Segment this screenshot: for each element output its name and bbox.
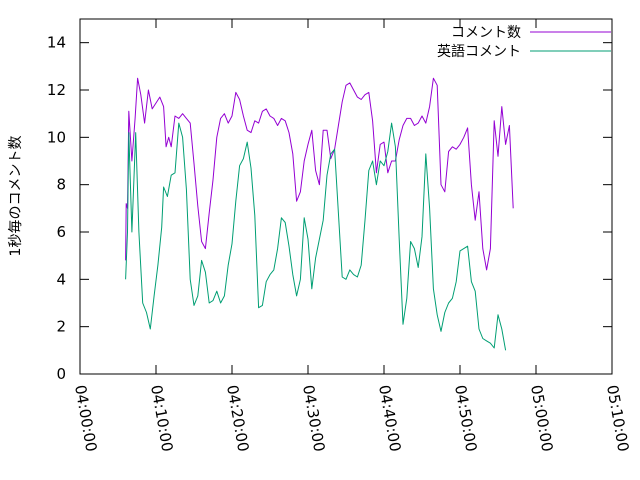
- y-tick-label: 12: [47, 81, 66, 99]
- y-axis-label: 1秒毎のコメント数: [8, 136, 24, 257]
- y-tick-label: 8: [56, 176, 66, 194]
- series-line-0: [125, 77, 514, 271]
- legend-label-comment-count: コメント数: [451, 25, 521, 41]
- series-layer: [125, 77, 514, 351]
- y-tick-label: 0: [56, 365, 66, 383]
- legend: コメント数 英語コメント: [437, 25, 611, 60]
- y-tick-label: 4: [56, 270, 66, 288]
- y-axis: 0 2 4 6 8 10 12 14: [47, 34, 612, 383]
- y-tick-label: 6: [56, 223, 66, 241]
- y-tick-label: 14: [47, 34, 66, 52]
- series-line-1: [125, 122, 507, 351]
- legend-label-english-comments: 英語コメント: [437, 43, 521, 60]
- plot-frame: [79, 18, 613, 375]
- y-tick-label: 2: [56, 318, 66, 336]
- y-tick-label: 10: [47, 128, 66, 146]
